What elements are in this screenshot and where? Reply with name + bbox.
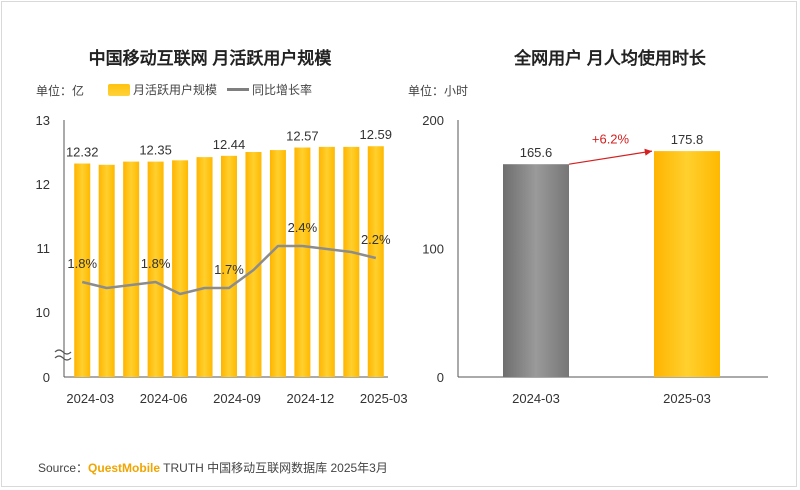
left-y-tick-label: 12 [36, 177, 50, 192]
left-bar [196, 157, 213, 377]
left-bar [147, 161, 164, 377]
right-bar-value-label: 165.6 [520, 145, 553, 160]
right-x-tick-label: 2024-03 [512, 391, 560, 406]
growth-arrow [568, 148, 653, 165]
left-y-tick-label: 10 [36, 305, 50, 320]
left-bar-value-label: 12.35 [139, 143, 172, 158]
growth-rate-label: 1.8% [141, 256, 171, 271]
growth-rate-label: 1.8% [67, 256, 97, 271]
legend-line-swatch [227, 88, 250, 91]
right-y-tick-label: 200 [422, 113, 444, 128]
left-bar [294, 147, 311, 377]
axis-break-mark [54, 349, 72, 361]
left-x-tick-label: 2024-03 [66, 391, 114, 406]
right-bar-value-label: 175.8 [671, 132, 704, 147]
left-bar-value-label: 12.32 [66, 145, 99, 160]
right-y-tick-label: 0 [437, 370, 444, 385]
right-chart-title: 全网用户 月人均使用时长 [514, 49, 706, 68]
right-bar [654, 151, 720, 377]
growth-percentage-label: +6.2% [592, 132, 630, 147]
left-bar [343, 146, 360, 377]
source-rest: TRUTH 中国移动互联网数据库 2025年3月 [160, 461, 388, 475]
legend-bar-label: 月活跃用户规模 [133, 83, 218, 97]
right-bar [503, 164, 569, 377]
right-x-tick-label: 2025-03 [663, 391, 711, 406]
left-y-tick-label: 13 [36, 113, 50, 128]
left-bar [367, 146, 384, 377]
left-x-tick-label: 2025-03 [360, 391, 408, 406]
right-unit-label: 单位：小时 [408, 84, 469, 98]
source-brand: QuestMobile [88, 461, 161, 475]
left-y-tick-label: 11 [37, 241, 51, 256]
left-x-tick-label: 2024-06 [140, 391, 188, 406]
left-bar [245, 152, 262, 377]
growth-rate-label: 1.7% [214, 262, 244, 277]
source-prefix: Source： [38, 461, 89, 475]
left-chart-title: 中国移动互联网 月活跃用户规模 [88, 49, 332, 68]
left-x-tick-label: 2024-09 [213, 391, 261, 406]
growth-rate-label: 2.4% [288, 220, 318, 235]
left-bar-value-label: 12.57 [286, 129, 319, 144]
growth-rate-label: 2.2% [361, 232, 391, 247]
growth-rate-line [81, 244, 377, 296]
left-bar [172, 160, 189, 377]
left-bar [269, 150, 286, 377]
left-bar [318, 146, 335, 377]
right-y-tick-label: 100 [422, 242, 444, 257]
left-x-tick-label: 2024-12 [287, 391, 335, 406]
left-bar [221, 155, 237, 377]
left-unit-label: 单位：亿 [36, 84, 85, 98]
legend-bar-swatch [108, 83, 130, 96]
left-bar-value-label: 12.44 [213, 137, 246, 152]
left-bar [98, 164, 115, 377]
left-legend: 月活跃用户规模 同比增长率 [108, 81, 312, 98]
left-bar [74, 163, 91, 377]
left-y-tick-label: 0 [43, 370, 50, 385]
legend-line-label: 同比增长率 [252, 83, 313, 97]
left-bar-value-label: 12.59 [359, 127, 392, 142]
left-bar [123, 161, 140, 377]
source-note: Source：QuestMobile TRUTH 中国移动互联网数据库 2025… [38, 459, 388, 476]
